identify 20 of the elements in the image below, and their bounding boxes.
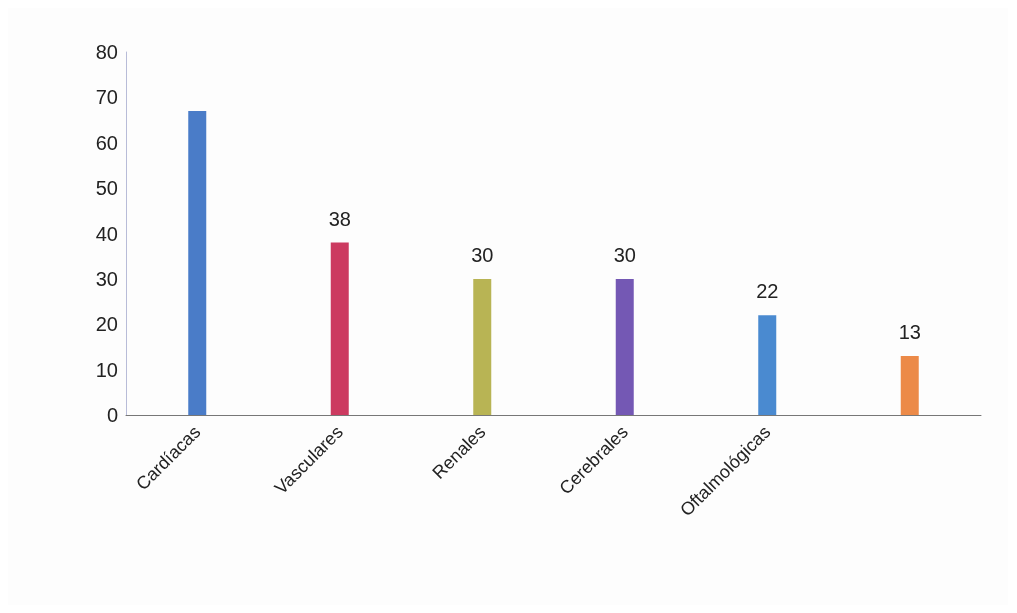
y-tick-label: 0	[106, 404, 118, 426]
y-tick-label: 60	[95, 131, 118, 154]
y-tick-label: 40	[95, 222, 118, 245]
bar	[758, 315, 777, 415]
y-tick-label: 10	[95, 358, 118, 381]
bar	[900, 356, 919, 415]
y-tick-label: 70	[95, 86, 118, 109]
y-tick-label: 80	[95, 41, 118, 63]
bar	[473, 278, 492, 415]
data-label: 30	[471, 243, 494, 266]
y-tick-label: 50	[95, 177, 118, 200]
y-tick-label: 20	[95, 313, 118, 336]
data-label: 13	[898, 321, 921, 344]
data-label: 22	[756, 280, 779, 303]
bar	[188, 110, 207, 415]
bar	[330, 242, 349, 415]
data-label: 30	[613, 243, 636, 266]
data-label: 38	[328, 207, 351, 230]
bar	[615, 278, 634, 415]
y-tick-label: 30	[95, 267, 118, 290]
